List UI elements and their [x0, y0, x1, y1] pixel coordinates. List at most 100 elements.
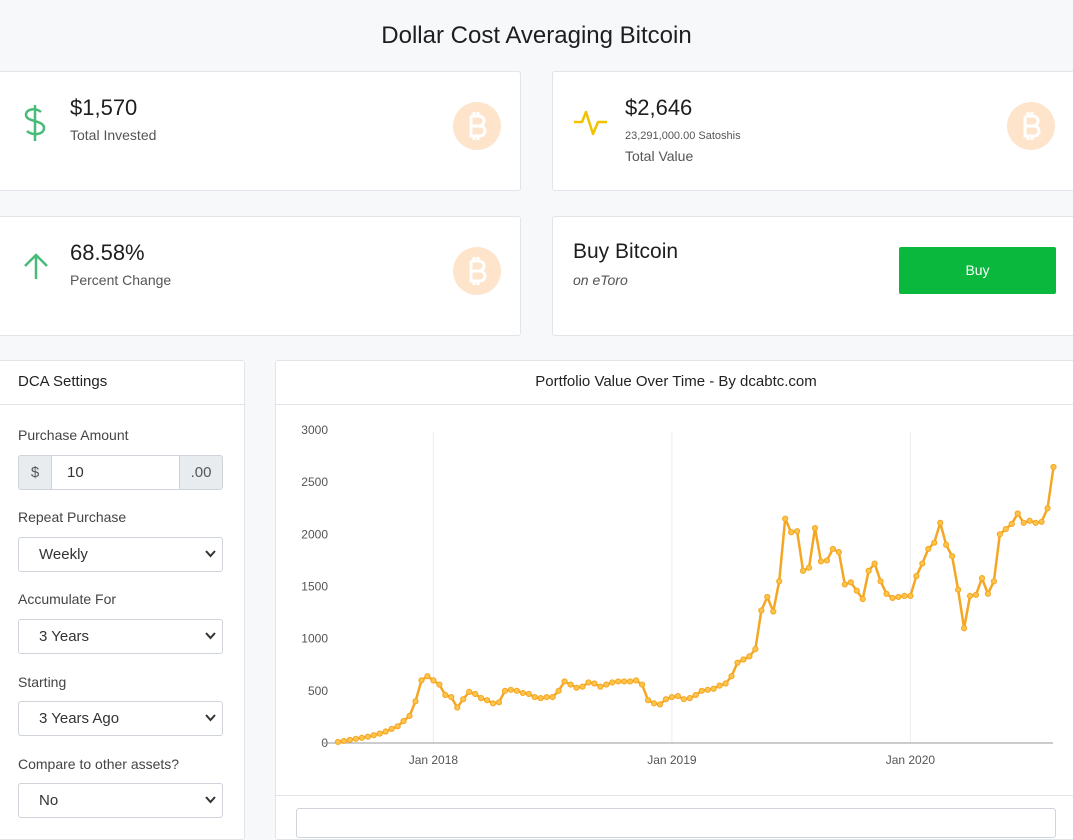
point: [615, 678, 622, 685]
point: [394, 723, 401, 730]
point: [740, 656, 747, 663]
point: [382, 728, 389, 735]
point: [865, 567, 872, 574]
point: [650, 700, 658, 707]
point: [621, 678, 628, 685]
cents-addon: .00: [179, 455, 223, 490]
field-label: Starting: [18, 674, 67, 690]
stat-label: Total Value: [625, 148, 694, 164]
currency-addon: $: [18, 455, 52, 490]
divider: [276, 795, 1073, 796]
point: [871, 560, 878, 567]
divider: [0, 404, 244, 405]
point: [1044, 505, 1051, 512]
point: [376, 730, 383, 737]
point: [597, 683, 604, 690]
stat-value: $2,646: [625, 95, 693, 120]
point: [513, 687, 520, 694]
chart-title: Portfolio Value Over Time - By dcabtc.co…: [535, 373, 817, 390]
point: [656, 701, 664, 708]
point: [704, 686, 711, 693]
point: [686, 695, 693, 702]
stat-label: Total Invested: [70, 127, 157, 143]
field-label: Repeat Purchase: [18, 509, 127, 525]
y-tick-label: 500: [308, 684, 328, 698]
point: [436, 681, 443, 688]
point: [823, 557, 831, 564]
start-select[interactable]: 3 Years Ago: [18, 701, 223, 736]
repeat-select[interactable]: Weekly: [18, 537, 223, 572]
point: [352, 735, 359, 742]
point: [424, 673, 431, 680]
line: [337, 466, 1055, 744]
point: [829, 545, 836, 553]
point: [943, 541, 950, 548]
point: [1026, 517, 1033, 524]
settings-panel: [0, 360, 245, 840]
y-tick-label: 1000: [301, 632, 328, 646]
stat-label: Percent Change: [70, 272, 172, 288]
point: [853, 587, 860, 594]
amount-input[interactable]: 10: [51, 455, 180, 490]
point: [1038, 518, 1045, 525]
point: [633, 677, 640, 684]
point: [859, 595, 866, 603]
point: [680, 696, 687, 703]
point: [752, 646, 759, 653]
arrow-up-icon: [24, 253, 48, 279]
dollar-icon: [24, 105, 46, 141]
point: [782, 515, 789, 522]
point: [340, 737, 348, 745]
point: [877, 578, 884, 585]
point: [609, 679, 616, 686]
page-title: Dollar Cost Averaging Bitcoin: [381, 22, 692, 49]
buy-subtitle: on eToro: [573, 272, 628, 288]
stat-card: [0, 216, 521, 336]
asset-search[interactable]: [296, 808, 1056, 838]
point: [406, 712, 413, 719]
point: [489, 700, 497, 707]
point: [537, 695, 544, 702]
y-tick-label: 2500: [301, 475, 328, 489]
point: [1050, 463, 1057, 471]
point: [603, 681, 610, 688]
point: [788, 529, 795, 536]
point: [716, 682, 723, 689]
point: [543, 693, 550, 701]
point: [674, 692, 681, 700]
point: [585, 679, 592, 686]
point: [531, 693, 538, 701]
point: [388, 725, 395, 733]
point: [501, 687, 509, 694]
point: [811, 524, 819, 532]
point: [692, 691, 699, 699]
point: [519, 689, 526, 697]
point: [895, 593, 902, 601]
compare-select[interactable]: No: [18, 783, 223, 818]
point: [728, 673, 735, 680]
y-tick-label: 2000: [301, 527, 328, 541]
point: [937, 519, 944, 526]
point: [1014, 510, 1021, 517]
point: [1008, 520, 1015, 528]
chart-panel: [275, 360, 1073, 840]
point: [758, 607, 765, 614]
stat-value: 68.58%: [70, 240, 145, 265]
point: [627, 678, 634, 685]
stat-sub: 23,291,000.00 Satoshis: [625, 130, 741, 142]
select-value: No: [39, 792, 59, 809]
point: [334, 738, 342, 746]
point: [495, 699, 503, 706]
buy-button[interactable]: Buy: [899, 247, 1056, 294]
point: [472, 690, 479, 698]
point: [346, 736, 354, 743]
point: [847, 579, 854, 586]
point: [591, 680, 598, 687]
point: [799, 567, 807, 574]
point: [955, 586, 962, 593]
point: [1032, 519, 1039, 526]
point: [841, 581, 848, 588]
x-tick-label: Jan 2019: [647, 753, 697, 767]
duration-select[interactable]: 3 Years: [18, 619, 223, 654]
point: [984, 590, 992, 597]
